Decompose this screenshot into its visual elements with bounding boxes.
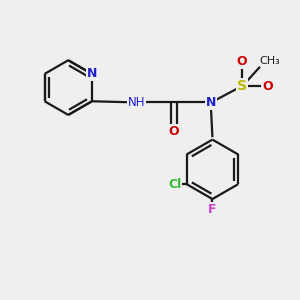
Text: NH: NH [128, 96, 146, 109]
Text: Cl: Cl [168, 178, 182, 191]
Text: CH₃: CH₃ [260, 56, 280, 66]
Text: S: S [237, 79, 247, 93]
Text: O: O [169, 125, 179, 138]
Text: F: F [208, 203, 217, 216]
Text: O: O [262, 80, 273, 93]
Text: N: N [206, 96, 216, 109]
Text: O: O [237, 55, 248, 68]
Text: N: N [87, 68, 97, 80]
